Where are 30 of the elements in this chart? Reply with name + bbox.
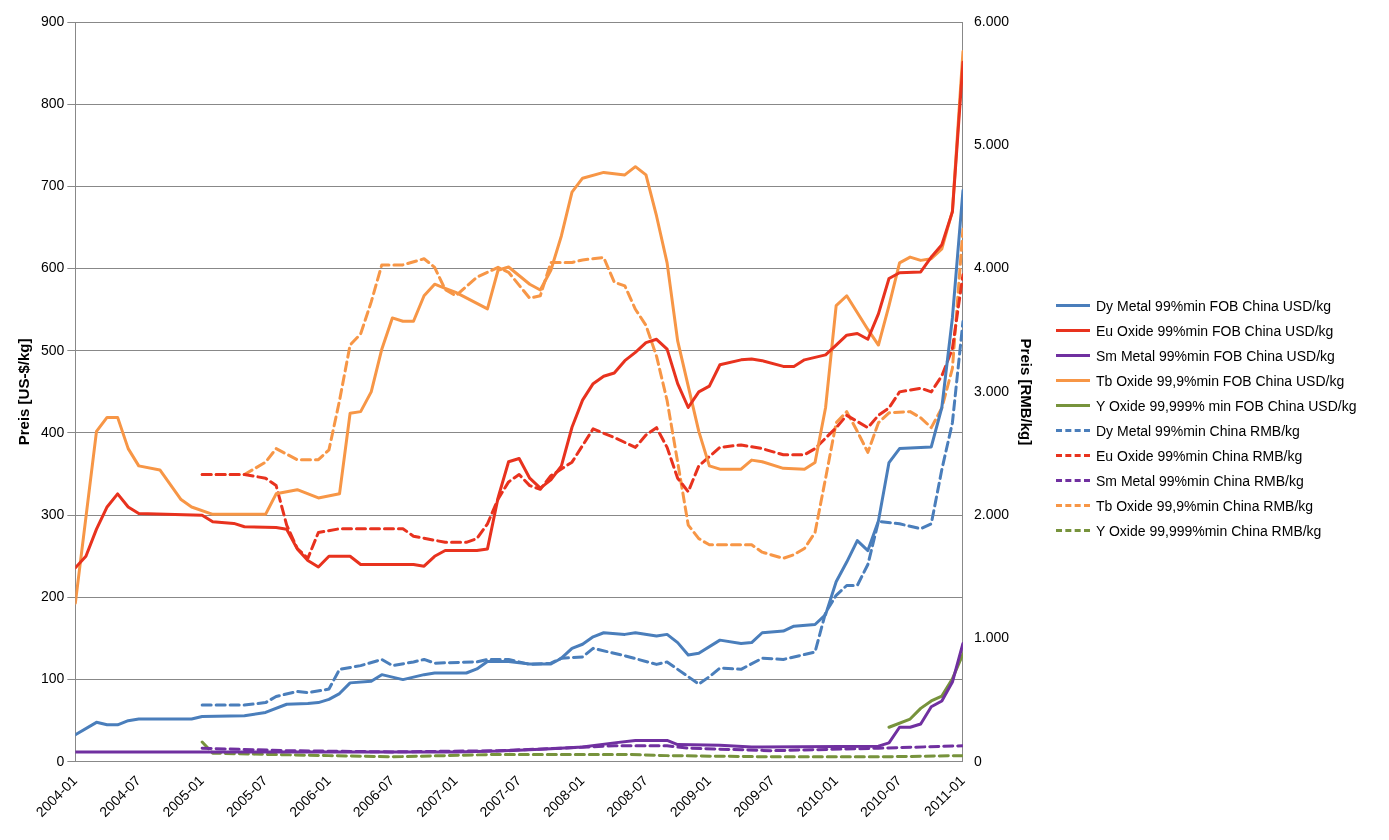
y-axis-title: Preis [US-$/kg] xyxy=(15,338,33,446)
y-tick-label: 300 xyxy=(41,506,65,523)
line-series xyxy=(200,740,963,759)
y2-tick-label: 0 xyxy=(973,752,982,769)
y2-tick-label: 2.000 xyxy=(973,506,1010,523)
y2-axis-title: Preis [RMB/kg] xyxy=(1017,338,1035,446)
y-tick-label: 700 xyxy=(41,177,65,194)
legend-label: Tb Oxide 99,9%min China RMB/kg xyxy=(1096,497,1314,514)
legend-label: Eu Oxide 99%min China RMB/kg xyxy=(1096,447,1303,464)
legend-label: Sm Metal 99%min China RMB/kg xyxy=(1096,472,1304,489)
y-tick-label: 800 xyxy=(41,95,65,112)
y-tick-label: 400 xyxy=(41,423,65,440)
y-tick-label: 600 xyxy=(41,259,65,276)
y2-tick-label: 4.000 xyxy=(973,259,1010,276)
legend-label: Dy Metal 99%min China RMB/kg xyxy=(1096,422,1300,439)
legend-label: Dy Metal 99%min FOB China USD/kg xyxy=(1096,297,1331,314)
y-tick-label: 500 xyxy=(41,341,65,358)
legend-label: Eu Oxide 99%min FOB China USD/kg xyxy=(1096,322,1334,339)
y2-tick-label: 6.000 xyxy=(973,12,1010,29)
y2-tick-label: 5.000 xyxy=(973,136,1010,153)
legend-label: Sm Metal 99%min FOB China USD/kg xyxy=(1096,347,1335,364)
y-tick-label: 100 xyxy=(41,670,65,687)
legend-label: Y Oxide 99,999%min China RMB/kg xyxy=(1096,522,1322,539)
y2-tick-label: 1.000 xyxy=(973,629,1010,646)
y2-tick-label: 3.000 xyxy=(973,382,1010,399)
y-tick-label: 0 xyxy=(56,752,65,769)
legend-label: Tb Oxide 99,9%min FOB China USD/kg xyxy=(1096,372,1345,389)
y-tick-label: 900 xyxy=(41,12,65,29)
y-tick-label: 200 xyxy=(41,588,65,605)
legend-label: Y Oxide 99,999% min FOB China USD/kg xyxy=(1096,397,1357,414)
